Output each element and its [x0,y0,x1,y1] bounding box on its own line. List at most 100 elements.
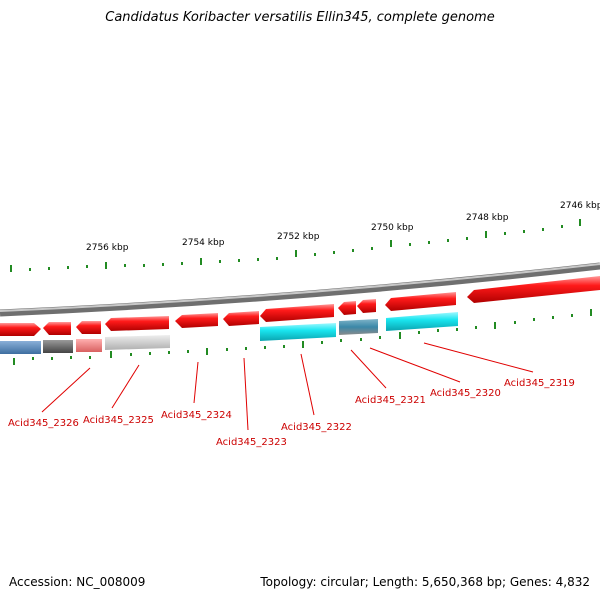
tick-major [295,250,297,257]
tick-minor [219,260,221,263]
tick-minor [437,329,439,332]
gene-arrow-reverse[interactable] [357,299,376,313]
tick-minor [475,326,477,329]
leader-line [243,357,249,431]
tick-minor [456,328,458,331]
gene-arrow-reverse[interactable] [76,321,101,334]
tick-major [302,341,304,348]
scale-labels: 2756 kbp 2754 kbp 2752 kbp 2750 kbp 2748… [86,201,600,253]
gene-arrow-reverse[interactable] [105,316,169,331]
tick-minor [360,338,362,341]
leader-lines [41,342,534,431]
tick-minor [418,331,420,334]
gene-arrow-cyan[interactable] [386,312,458,331]
tick-minor [552,316,554,319]
tick-major [399,332,401,339]
tick-minor [561,225,563,228]
tick-minor [130,353,132,356]
tick-major [206,348,208,355]
tick-minor [466,237,468,240]
leader-line [350,349,387,389]
tick-minor [51,357,53,360]
gene-arrow-reverse[interactable] [338,301,356,315]
tick-minor [314,253,316,256]
gene-block[interactable] [105,335,170,350]
tick-minor [187,350,189,353]
tick-major [105,262,107,269]
second-row-genes [0,312,458,354]
gene-label[interactable]: Acid345_2324 [161,410,232,421]
accession-text: Accession: NC_008009 [9,575,146,589]
leader-line [111,364,140,409]
tick-major [494,322,496,329]
leader-line [300,353,315,416]
gene-labels: Acid345_2326 Acid345_2325 Acid345_2324 A… [8,378,575,448]
gene-arrow-reverse[interactable] [385,292,456,311]
genome-summary: Topology: circular; Length: 5,650,368 bp… [260,575,590,589]
gene-label[interactable]: Acid345_2320 [430,388,501,399]
tick-minor [283,345,285,348]
tick-minor [379,336,381,339]
tick-minor [371,247,373,250]
tick-minor [321,341,323,344]
tick-minor [514,321,516,324]
tick-minor [67,266,69,269]
tick-minor [48,267,50,270]
tick-major [590,309,592,316]
tick-minor [428,241,430,244]
leader-line [423,342,534,373]
leader-line [41,367,91,413]
gene-arrow-reverse[interactable] [260,304,334,322]
gene-label[interactable]: Acid345_2325 [83,415,154,426]
tick-minor [264,346,266,349]
tick-minor [447,239,449,242]
gene-arrow-reverse[interactable] [43,322,71,335]
tick-minor [86,265,88,268]
gene-block[interactable] [43,340,73,353]
gene-arrow-cyan[interactable] [260,323,336,341]
backbone-highlight [0,263,600,312]
leader-line [193,361,199,404]
gene-block[interactable] [76,339,102,352]
scale-label: 2752 kbp [277,232,320,242]
forward-genes [0,276,600,336]
gene-arrow-reverse[interactable] [175,313,218,328]
gene-label[interactable]: Acid345_2319 [504,378,575,389]
tick-major [200,258,202,265]
genome-title: Candidatus Koribacter versatilis Ellin34… [105,10,495,25]
tick-minor [124,264,126,267]
tick-major [390,240,392,247]
tick-minor [32,357,34,360]
tick-major [13,358,15,365]
gene-label[interactable]: Acid345_2322 [281,422,352,433]
tick-major [579,219,581,226]
tick-minor [542,228,544,231]
leader-line [369,347,461,383]
tick-minor [226,348,228,351]
gene-block[interactable] [339,319,378,335]
gene-arrow-forward[interactable] [0,323,41,336]
gene-arrow-reverse[interactable] [223,311,259,326]
tick-minor [352,249,354,252]
tick-minor [29,268,31,271]
tick-major [110,351,112,358]
gene-label[interactable]: Acid345_2323 [216,437,287,448]
tick-minor [571,314,573,317]
tick-minor [143,264,145,267]
gene-label[interactable]: Acid345_2321 [355,395,426,406]
scale-label: 2746 kbp [560,201,600,211]
tick-minor [162,263,164,266]
tick-minor [89,356,91,359]
tick-minor [333,251,335,254]
tick-minor [533,318,535,321]
tick-minor [409,243,411,246]
tick-minor [340,339,342,342]
gene-arrow-reverse[interactable] [467,276,600,303]
tick-minor [257,258,259,261]
gene-block[interactable] [0,341,41,354]
tick-minor [276,257,278,260]
tick-minor [149,352,151,355]
tick-minor [181,262,183,265]
gene-label[interactable]: Acid345_2326 [8,418,79,429]
